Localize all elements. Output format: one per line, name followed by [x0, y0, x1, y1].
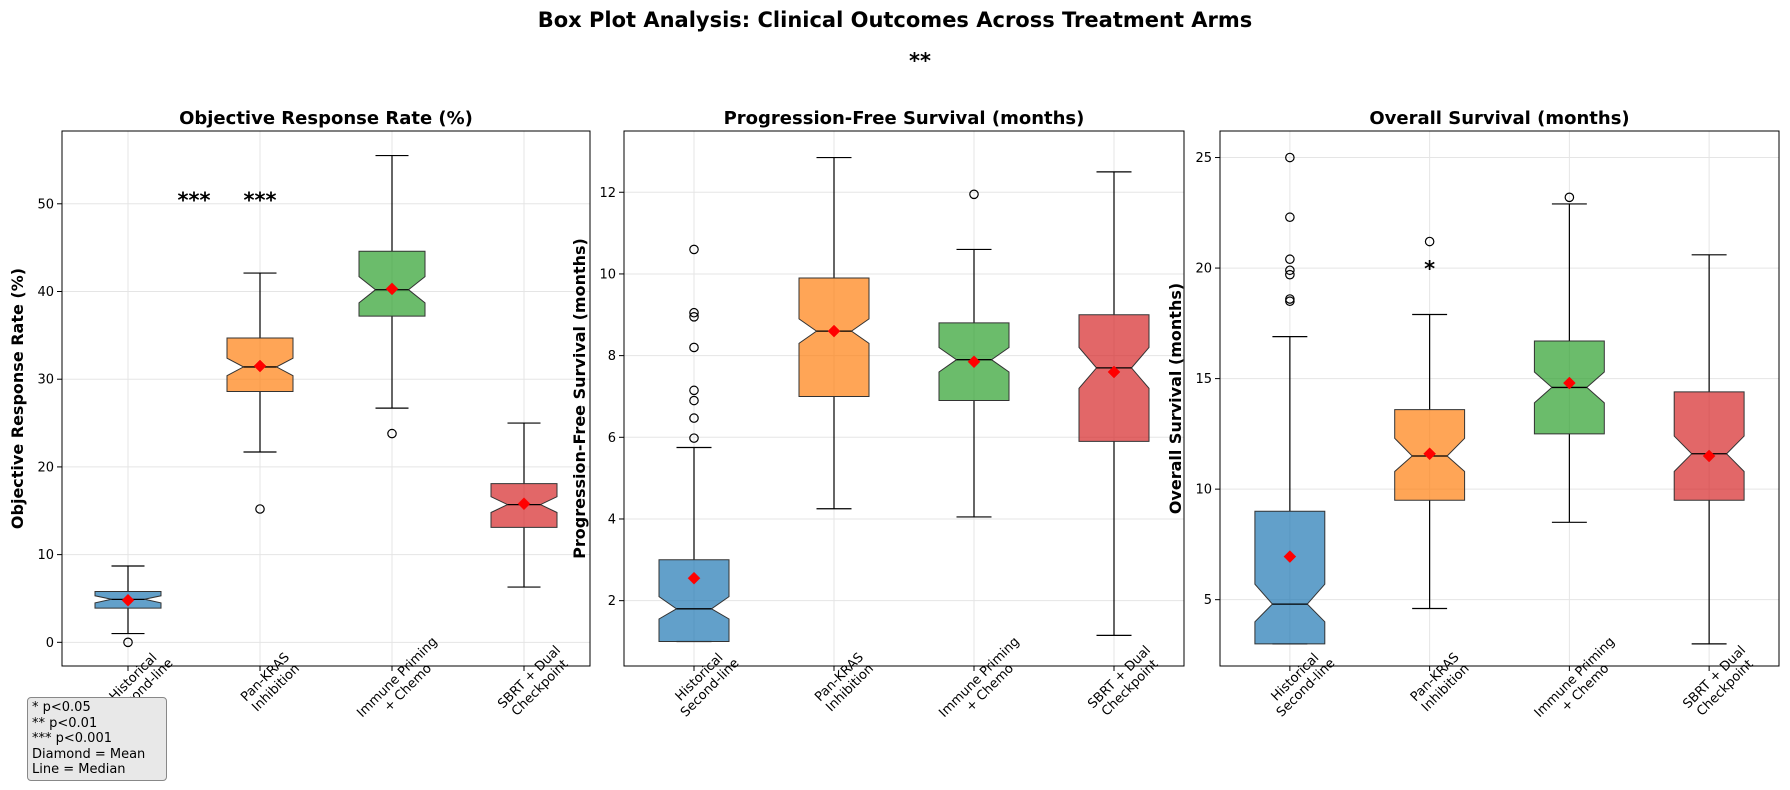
outlier-point	[1285, 152, 1295, 163]
chart-panel-2: 2 4 6 8 10 12 HistoricalSecond-line Pan-KRASInh…	[570, 108, 1185, 731]
box-body	[1254, 510, 1326, 645]
outlier-point	[689, 413, 699, 423]
significance-legend: * p<0.05 ** p<0.01 *** p<0.001 Diamond =…	[27, 697, 167, 781]
x-tick-label: HistoricalSecond-line	[1263, 645, 1338, 720]
y-tick-label: 20	[1195, 262, 1212, 277]
y-tick-label: 10	[599, 267, 616, 282]
y-tick-label: 15	[1195, 372, 1212, 387]
mean-marker	[253, 359, 267, 373]
y-tick-label: 2	[608, 594, 616, 609]
x-tick-label: Pan-KRASInhibition	[812, 650, 877, 715]
y-tick-label: 5	[1204, 593, 1212, 608]
significance-annotation: ***	[178, 188, 211, 212]
x-tick-label: SBRT + DualCheckpoint	[1680, 643, 1759, 722]
outlier-point	[1285, 294, 1295, 304]
chart-panel-3: 5 10 15 20 25 HistoricalSecond-line Pan-KRASIn…	[1166, 108, 1780, 731]
mean-marker	[967, 355, 981, 369]
box-body	[658, 559, 730, 642]
outlier-point	[969, 189, 979, 200]
y-tick-label: 25	[1195, 151, 1212, 166]
x-tick-label: Pan-KRASInhibition	[238, 650, 303, 715]
legend-line: Line = Median	[32, 762, 126, 777]
mean-marker	[385, 282, 399, 296]
mean-marker	[687, 571, 701, 585]
legend-line: ** p<0.01	[32, 715, 98, 731]
outlier-point	[1564, 192, 1575, 203]
x-tick-label: SBRT + DualCheckpoint	[495, 643, 574, 722]
y-axis-label: Objective Response Rate (%)	[8, 268, 27, 529]
outlier-point	[1285, 254, 1295, 265]
x-tick-label: Immune Priming+ Chemo	[936, 634, 1033, 731]
axes-frame	[61, 130, 591, 667]
y-tick-label: 10	[37, 548, 54, 563]
mean-marker	[1563, 376, 1576, 390]
figure-subtitle: **	[909, 49, 931, 73]
mean-marker	[121, 593, 135, 607]
legend-line: * p<0.05	[32, 700, 91, 715]
outlier-point	[123, 637, 133, 648]
y-tick-label: 30	[37, 373, 54, 388]
y-tick-label: 12	[599, 186, 616, 201]
outlier-point	[1285, 212, 1295, 223]
outlier-point	[689, 312, 699, 322]
axes-frame	[623, 130, 1185, 667]
box-body	[1673, 391, 1745, 501]
mean-marker	[1702, 449, 1716, 463]
chart-panels: 0 10 20 30 40 50 HistoricalSecond-line Pan-KRAS…	[8, 108, 1780, 731]
mean-marker	[1283, 550, 1297, 563]
legend-line: Diamond = Mean	[32, 746, 146, 762]
y-tick-label: 50	[37, 197, 54, 212]
panel-title: Overall Survival (months)	[1369, 108, 1629, 129]
y-tick-label: 20	[37, 460, 54, 475]
mean-marker	[827, 324, 841, 338]
outlier-point	[1285, 269, 1295, 280]
y-tick-label: 40	[37, 285, 54, 300]
y-axis-label: Progression-Free Survival (months)	[570, 238, 589, 559]
x-tick-label: Immune Priming+ Chemo	[354, 634, 451, 731]
outlier-point	[387, 428, 397, 439]
x-tick-label: HistoricalSecond-line	[667, 645, 742, 720]
outlier-point	[689, 307, 699, 318]
outlier-point	[1285, 265, 1295, 276]
significance-annotation: *	[1424, 257, 1435, 281]
x-tick-label: SBRT + DualCheckpoint	[1085, 643, 1164, 722]
y-tick-label: 10	[1195, 483, 1212, 498]
mean-marker	[1423, 447, 1436, 461]
y-tick-label: 6	[608, 431, 616, 446]
axes-frame	[1219, 130, 1780, 667]
outlier-point	[689, 385, 699, 396]
outlier-point	[255, 504, 265, 514]
outlier-point	[689, 342, 699, 353]
mean-marker	[1107, 365, 1121, 379]
y-tick-label: 8	[608, 349, 616, 364]
figure-title: Box Plot Analysis: Clinical Outcomes Acr…	[538, 8, 1253, 32]
outlier-point	[689, 244, 699, 255]
significance-annotation: ***	[244, 188, 277, 212]
x-tick-label: Pan-KRASInhibition	[1408, 650, 1473, 715]
legend-line: *** p<0.001	[32, 731, 112, 746]
y-tick-label: 0	[46, 636, 54, 651]
x-tick-label: Immune Priming+ Chemo	[1532, 634, 1629, 731]
outlier-point	[1424, 236, 1435, 247]
panel-title: Objective Response Rate (%)	[179, 108, 473, 129]
y-tick-label: 4	[608, 512, 616, 527]
mean-marker	[517, 497, 531, 511]
panel-title: Progression-Free Survival (months)	[724, 108, 1085, 129]
outlier-point	[689, 433, 699, 443]
outlier-point	[689, 395, 699, 406]
y-axis-label: Overall Survival (months)	[1166, 283, 1185, 514]
